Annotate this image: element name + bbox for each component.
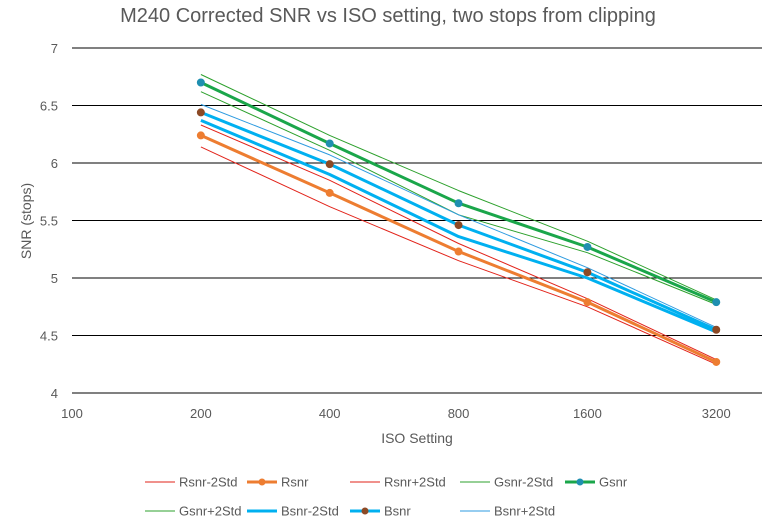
legend-item: Rsnr bbox=[247, 475, 309, 490]
x-axis-label: ISO Setting bbox=[381, 430, 453, 446]
x-tick-label: 400 bbox=[319, 406, 341, 421]
data-point-gsnr bbox=[454, 199, 463, 208]
series-line-rsnr-2std bbox=[200, 146, 717, 365]
legend-label: Bsnr bbox=[384, 504, 411, 519]
legend-item: Rsnr+2Std bbox=[350, 475, 446, 490]
y-tick-label: 6 bbox=[51, 156, 58, 171]
data-point-gsnr bbox=[196, 78, 205, 87]
series-lines bbox=[200, 74, 717, 365]
series-line-rsnr-2std bbox=[200, 124, 717, 361]
legend-item: Bsnr+2Std bbox=[460, 504, 555, 519]
data-point-bsnr bbox=[583, 268, 592, 277]
y-tick-label: 7 bbox=[51, 41, 58, 56]
legend-label: Gsnr bbox=[599, 475, 628, 490]
series-line-bsnr bbox=[200, 111, 717, 332]
x-tick-labels: 100 200 400 800 1600 3200 bbox=[61, 406, 731, 421]
legend-item: Gsnr+2Std bbox=[145, 504, 242, 519]
legend-label: Bsnr-2Std bbox=[281, 504, 339, 519]
data-point-gsnr bbox=[712, 298, 721, 307]
y-tick-label: 6.5 bbox=[40, 99, 58, 114]
x-tick-label: 100 bbox=[61, 406, 83, 421]
data-point-rsnr bbox=[583, 298, 592, 307]
legend-label: Bsnr+2Std bbox=[494, 504, 555, 519]
x-tick-label: 3200 bbox=[702, 406, 731, 421]
legend-marker bbox=[361, 507, 369, 515]
x-tick-label: 1600 bbox=[573, 406, 602, 421]
legend-marker bbox=[258, 478, 266, 486]
legend-item: Gsnr-2Std bbox=[460, 475, 553, 490]
legend: Rsnr-2Std Rsnr Rsnr+2Std Gsnr-2Std Gsnr Gsnr+… bbox=[145, 475, 628, 519]
series-line-gsnr bbox=[200, 81, 717, 304]
data-point-bsnr bbox=[325, 160, 334, 169]
legend-item: Gsnr bbox=[565, 475, 628, 490]
data-point-bsnr bbox=[454, 221, 463, 230]
data-point-rsnr bbox=[325, 188, 334, 197]
series-markers bbox=[196, 78, 721, 366]
y-tick-label: 4.5 bbox=[40, 329, 58, 344]
data-point-rsnr bbox=[454, 247, 463, 256]
series-line-gsnr-2std bbox=[200, 91, 717, 305]
series-line-bsnr-2std bbox=[200, 119, 717, 334]
y-tick-label: 5.5 bbox=[40, 214, 58, 229]
x-tick-label: 200 bbox=[190, 406, 212, 421]
data-point-gsnr bbox=[325, 139, 334, 148]
legend-item: Rsnr-2Std bbox=[145, 475, 238, 490]
legend-item: Bsnr bbox=[350, 504, 411, 519]
data-point-rsnr bbox=[196, 131, 205, 140]
gridlines bbox=[72, 47, 762, 394]
legend-label: Gsnr-2Std bbox=[494, 475, 553, 490]
legend-label: Rsnr+2Std bbox=[384, 475, 446, 490]
legend-label: Gsnr+2Std bbox=[179, 504, 242, 519]
y-tick-label: 5 bbox=[51, 271, 58, 286]
series-line-gsnr-2std bbox=[200, 74, 717, 301]
series-line-bsnr-2std bbox=[200, 103, 717, 328]
legend-label: Rsnr bbox=[281, 475, 309, 490]
legend-item: Bsnr-2Std bbox=[247, 504, 339, 519]
legend-marker bbox=[576, 478, 584, 486]
data-point-rsnr bbox=[712, 357, 721, 366]
x-tick-label: 800 bbox=[448, 406, 470, 421]
y-axis-label: SNR (stops) bbox=[18, 183, 34, 259]
legend-label: Rsnr-2Std bbox=[179, 475, 238, 490]
chart-title: M240 Corrected SNR vs ISO setting, two s… bbox=[120, 5, 656, 27]
data-point-bsnr bbox=[196, 108, 205, 117]
data-point-gsnr bbox=[583, 242, 592, 251]
y-tick-label: 4 bbox=[51, 386, 58, 401]
y-tick-labels: 4 4.5 5 5.5 6 6.5 7 bbox=[40, 41, 58, 401]
data-point-bsnr bbox=[712, 325, 721, 334]
